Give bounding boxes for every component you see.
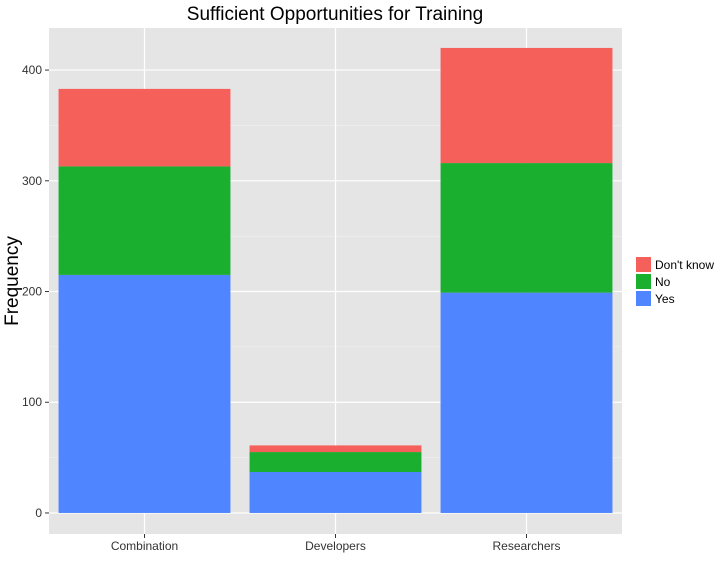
legend-swatch xyxy=(636,291,651,306)
bar-segment xyxy=(249,445,422,453)
bar-segment xyxy=(440,163,613,293)
y-tick-label: 200 xyxy=(22,285,42,299)
bar-segment xyxy=(249,471,422,513)
x-axis-ticks: Combination Developers Researchers xyxy=(111,534,561,553)
y-tick-label: 400 xyxy=(22,63,42,77)
legend-label: Don't know xyxy=(655,258,714,272)
y-tick-label: 100 xyxy=(22,395,42,409)
chart-title: Sufficient Opportunities for Training xyxy=(187,4,483,25)
x-tick-label: Developers xyxy=(305,539,366,553)
y-axis-ticks: 0 100 200 300 400 xyxy=(22,63,49,520)
legend-label: No xyxy=(655,275,671,289)
bar-segment xyxy=(440,47,613,164)
y-tick-label: 0 xyxy=(35,506,42,520)
bar-segment xyxy=(58,274,231,513)
bar-segment xyxy=(58,166,231,275)
legend: Don't know No Yes xyxy=(636,257,714,306)
bar-segment xyxy=(440,292,613,513)
bar-segment xyxy=(249,452,422,472)
bars xyxy=(58,47,613,513)
legend-swatch xyxy=(636,257,651,272)
legend-label: Yes xyxy=(655,292,675,306)
y-axis-label: Frequency xyxy=(2,236,23,326)
y-tick-label: 300 xyxy=(22,174,42,188)
x-tick-label: Researchers xyxy=(492,539,560,553)
bar-segment xyxy=(58,88,231,167)
x-tick-label: Combination xyxy=(111,539,178,553)
legend-swatch xyxy=(636,274,651,289)
